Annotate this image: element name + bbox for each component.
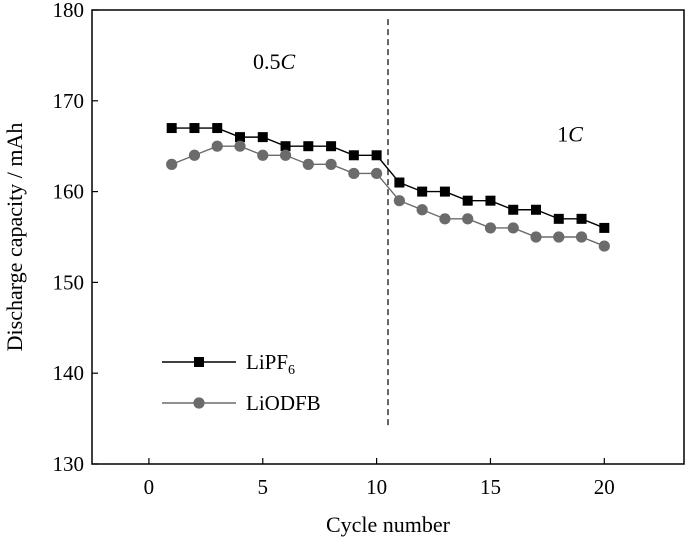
data-point bbox=[326, 141, 337, 152]
data-point bbox=[257, 149, 269, 161]
data-point bbox=[257, 132, 268, 143]
data-point bbox=[485, 195, 496, 206]
data-point bbox=[371, 167, 383, 180]
data-point bbox=[279, 149, 292, 161]
legend-subscript: 6 bbox=[288, 363, 295, 378]
data-point bbox=[553, 231, 565, 243]
rate-unit: C bbox=[281, 49, 296, 74]
legend-marker bbox=[194, 357, 204, 367]
data-point bbox=[348, 167, 360, 180]
data-point bbox=[553, 213, 564, 224]
data-point bbox=[530, 231, 542, 243]
data-point bbox=[575, 231, 588, 243]
y-tick-label: 130 bbox=[53, 452, 85, 476]
rate-label-05c: 0.5C bbox=[253, 49, 296, 74]
plot-frame bbox=[91, 9, 685, 465]
data-point bbox=[439, 186, 450, 197]
data-point bbox=[531, 204, 541, 215]
data-point bbox=[188, 149, 201, 161]
series-group bbox=[166, 123, 610, 252]
legend-item-lipf6: LiPF6 bbox=[162, 350, 295, 378]
y-axis-label: Discharge capacity / mAh bbox=[2, 123, 27, 352]
data-point bbox=[598, 240, 610, 252]
data-point bbox=[303, 141, 314, 152]
data-point bbox=[302, 158, 314, 170]
data-point bbox=[166, 158, 178, 170]
data-point bbox=[462, 213, 474, 225]
y-tick-label: 170 bbox=[53, 89, 85, 113]
series-lipf6 bbox=[166, 123, 610, 233]
x-axis-label: Cycle number bbox=[326, 512, 451, 537]
x-tick-label: 15 bbox=[480, 475, 501, 499]
x-tick-label: 10 bbox=[366, 475, 387, 499]
x-tick-label: 0 bbox=[144, 475, 155, 499]
data-point bbox=[371, 150, 382, 161]
rate-value: 1 bbox=[557, 122, 568, 147]
legend-label: LiPF6 bbox=[246, 350, 295, 378]
axis-ticks: 0 5 10 15 20 130 140 150 160 170 180 bbox=[53, 0, 615, 499]
plot-border bbox=[91, 9, 685, 465]
legend-label: LiODFB bbox=[246, 391, 321, 415]
y-tick-label: 160 bbox=[53, 180, 85, 204]
legend-item-liodfb: LiODFB bbox=[162, 391, 321, 415]
data-point bbox=[599, 222, 610, 233]
data-point bbox=[393, 195, 405, 207]
y-tick-label: 180 bbox=[53, 0, 85, 22]
data-point bbox=[348, 150, 359, 161]
data-point bbox=[211, 140, 223, 152]
legend-name: LiODFB bbox=[246, 391, 321, 415]
data-point bbox=[508, 204, 519, 215]
data-point bbox=[462, 195, 473, 206]
legend: LiPF6 LiODFB bbox=[162, 350, 321, 415]
data-point bbox=[234, 140, 246, 152]
data-point bbox=[394, 177, 405, 188]
y-tick-label: 150 bbox=[53, 270, 85, 294]
rate-value: 0.5 bbox=[253, 49, 281, 74]
legend-marker bbox=[193, 397, 205, 409]
data-point bbox=[507, 222, 519, 234]
data-point bbox=[189, 123, 200, 134]
data-point bbox=[235, 132, 245, 143]
legend-name: LiPF bbox=[246, 350, 288, 374]
data-point bbox=[484, 222, 497, 234]
x-tick-label: 5 bbox=[258, 475, 269, 499]
y-tick-label: 140 bbox=[53, 361, 85, 385]
data-point bbox=[212, 123, 223, 134]
data-point bbox=[417, 186, 428, 197]
rate-label-1c: 1C bbox=[557, 122, 583, 147]
data-point bbox=[325, 158, 337, 170]
data-point bbox=[416, 204, 428, 216]
data-point bbox=[166, 123, 177, 134]
x-tick-label: 20 bbox=[594, 475, 615, 499]
data-point bbox=[576, 213, 587, 224]
data-point bbox=[439, 213, 451, 225]
rate-unit: C bbox=[568, 122, 583, 147]
series-liodfb bbox=[166, 140, 610, 252]
data-point bbox=[280, 141, 291, 152]
